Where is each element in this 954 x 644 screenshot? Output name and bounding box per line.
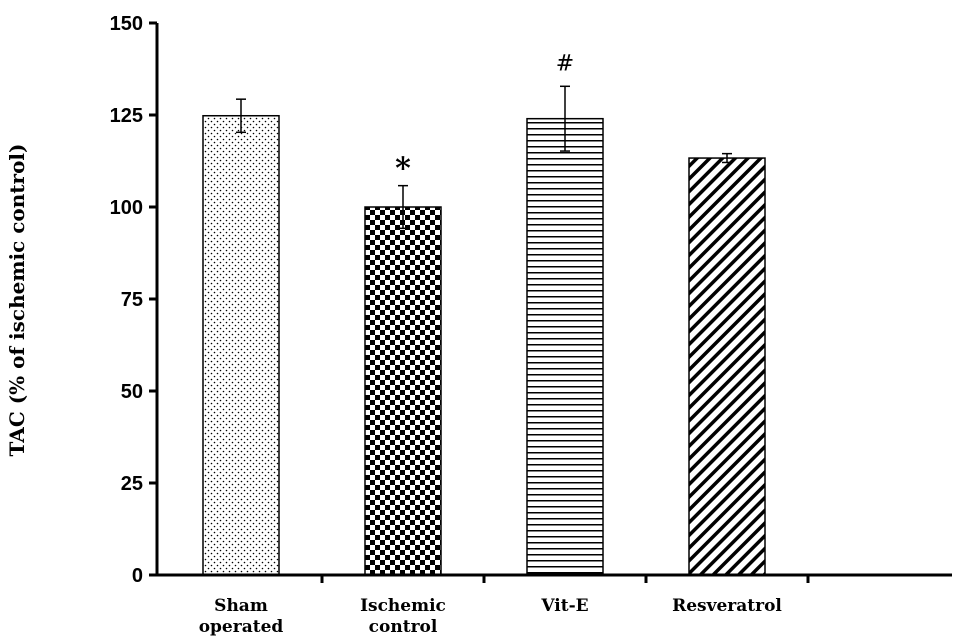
significance-asterisk: * [395,152,411,187]
x-category-label-line: Vit-E [540,596,588,616]
x-category-label-line: Sham [214,596,268,616]
x-axis-ticks: Sham operated Ischemic control Vit-E Resverat… [199,575,810,637]
bar [526,117,604,576]
significance-hash: # [556,51,574,76]
x-category-label-line: Ischemic [360,596,446,616]
bar [364,206,442,576]
y-tick-label: 50 [121,381,143,403]
y-tick-label: 125 [110,105,143,127]
x-category-label: Sham operated [199,596,284,637]
y-tick-label: 0 [132,565,143,587]
x-category-label: Vit-E [540,596,588,616]
bar [688,157,766,576]
y-axis-ticks: 0 25 50 75 100 125 150 [110,13,157,587]
x-category-label: Ischemic control [360,596,446,637]
x-category-label-line: control [369,617,438,637]
x-category-label-line: operated [199,617,284,637]
x-category-label-line: Resveratrol [672,596,782,616]
y-tick-label: 75 [121,289,143,311]
y-axis-title: TAC (% of ischemic control) [5,144,29,457]
x-category-label: Resveratrol [672,596,782,616]
bars-group: *# [202,51,766,576]
bar [202,114,280,576]
y-tick-label: 150 [110,13,143,35]
y-tick-label: 100 [110,197,143,219]
y-tick-label: 25 [121,473,143,495]
